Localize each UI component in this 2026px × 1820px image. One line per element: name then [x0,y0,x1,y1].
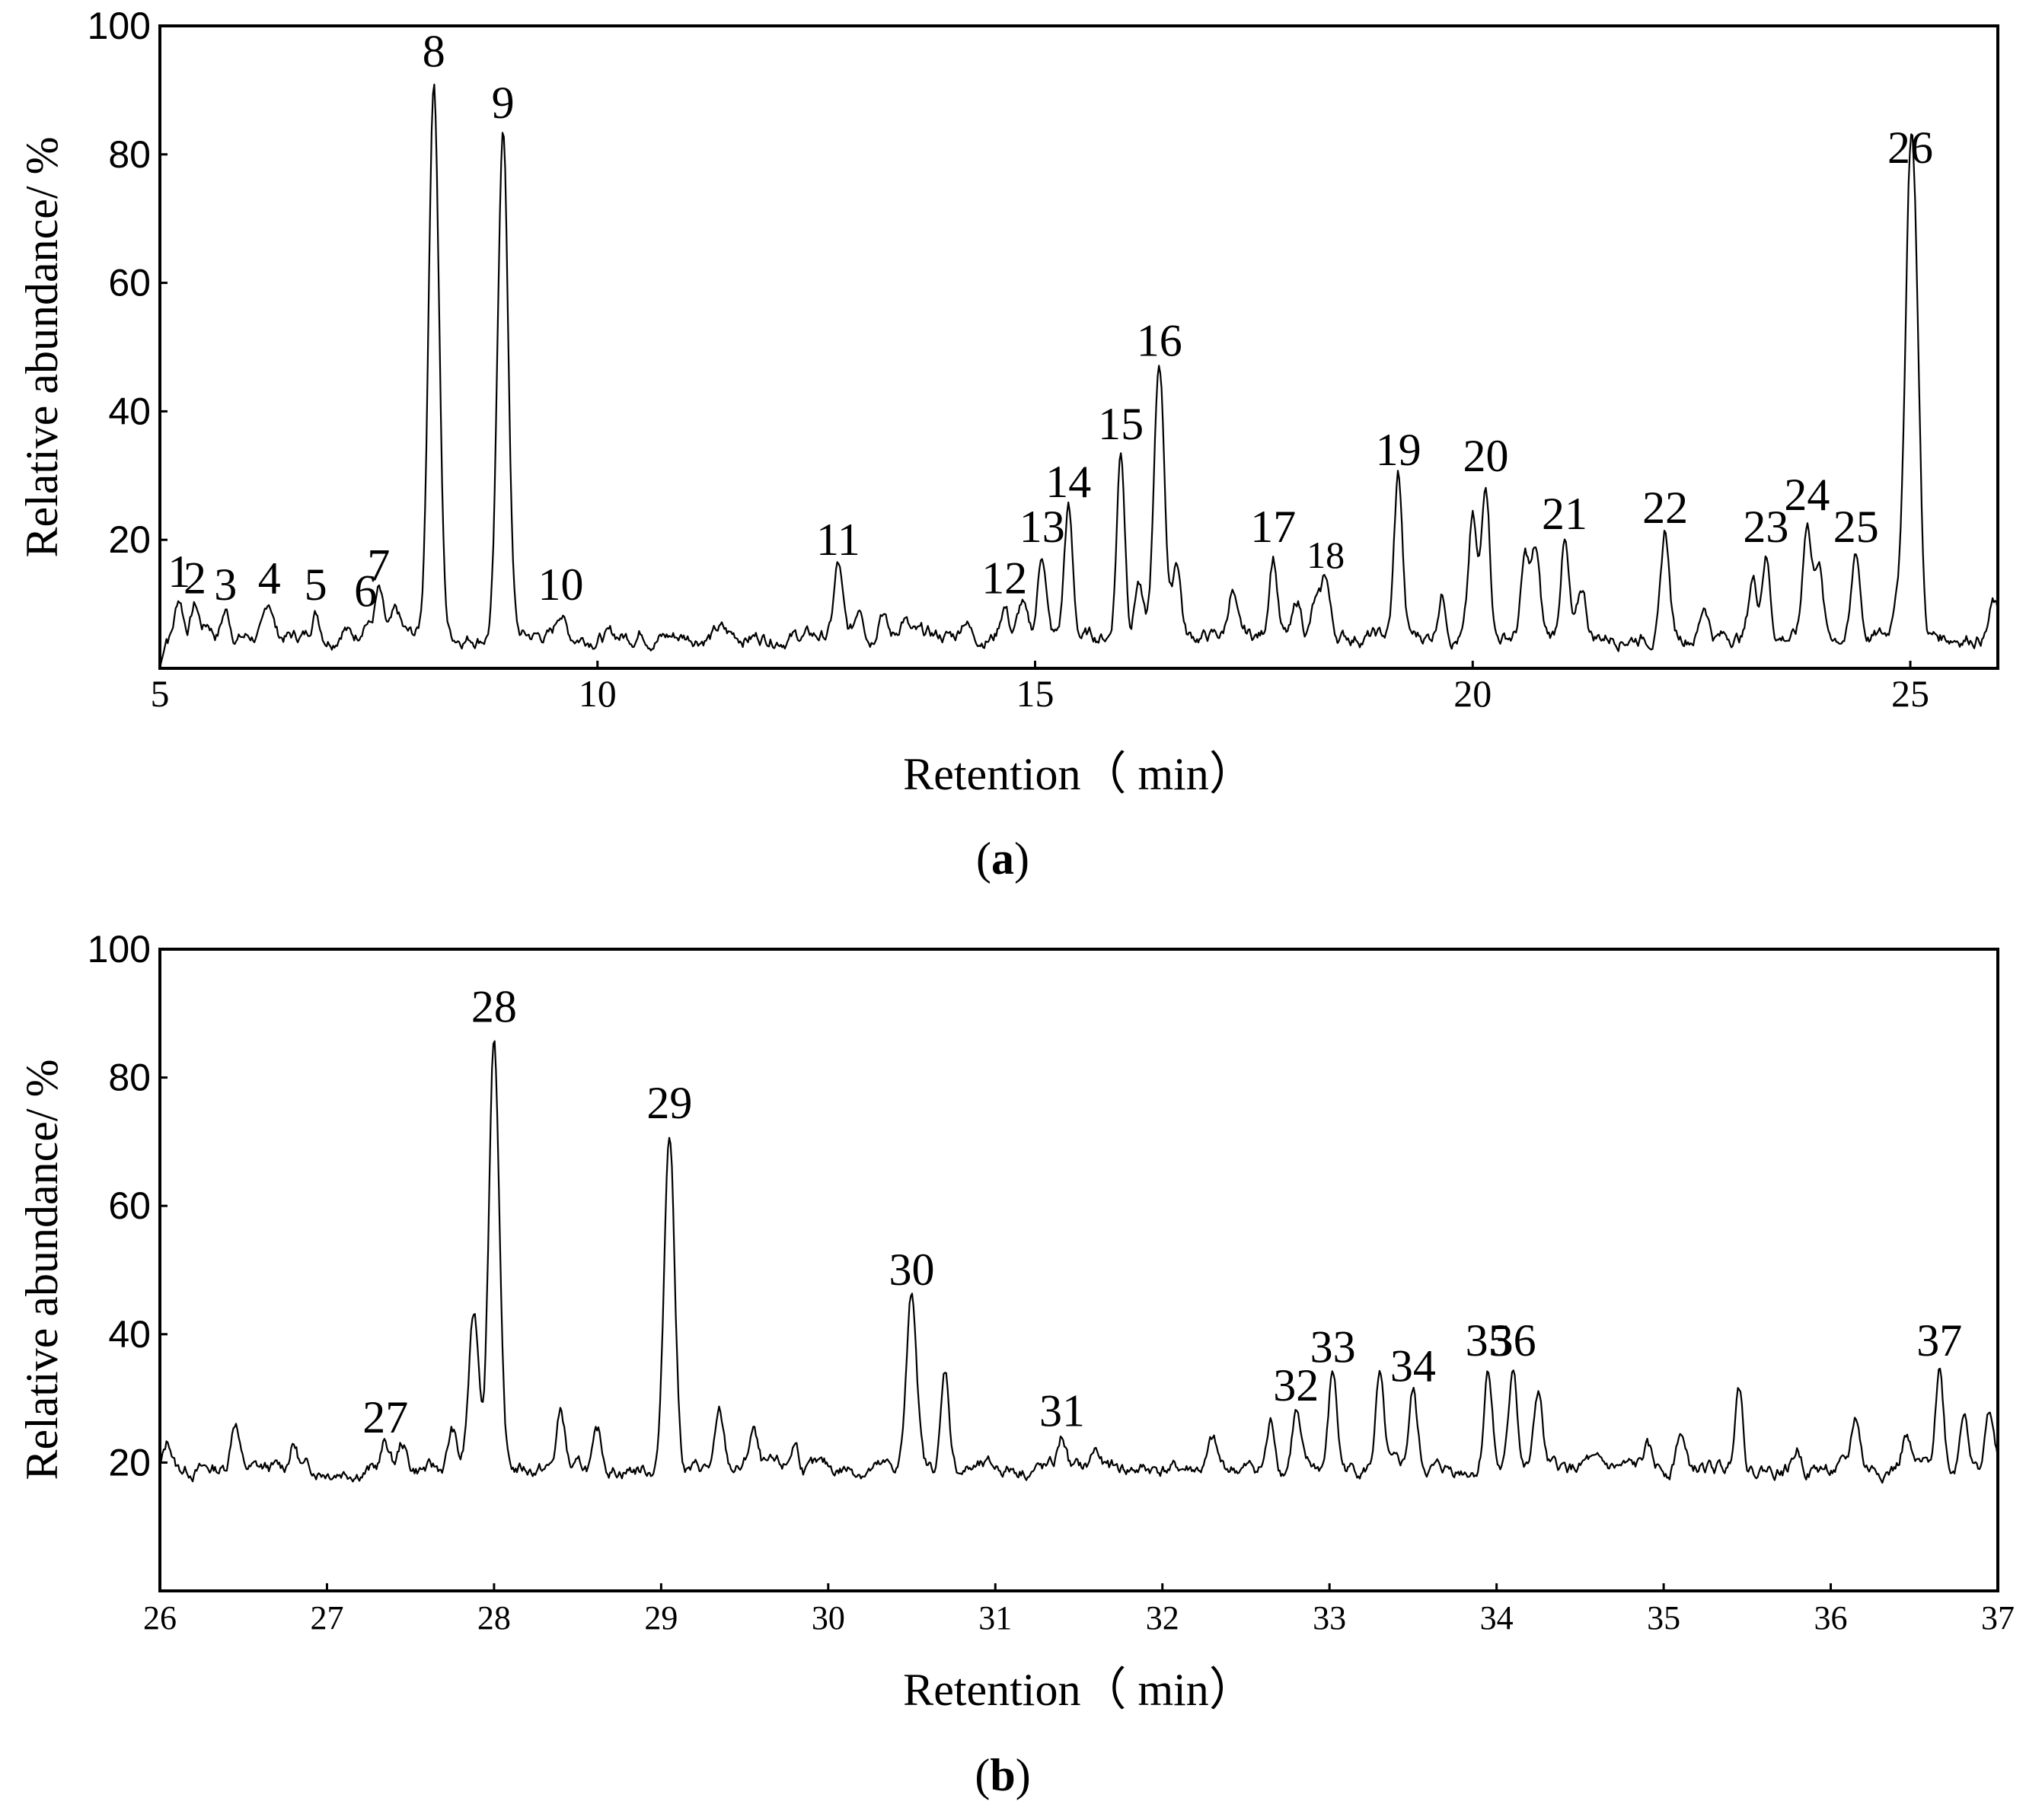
peak-label-29: 29 [646,1078,692,1128]
peak-label-36: 36 [1491,1315,1536,1366]
peak-label-28: 28 [471,982,517,1032]
peak-label-24: 24 [1784,470,1830,520]
peak-label-5: 5 [305,559,327,610]
panel-letter-b: b [990,1750,1015,1800]
x-tick-label-b-32: 32 [1146,1599,1179,1637]
x-tick-label-b-30: 30 [812,1599,845,1637]
x-tick-label-b-27: 27 [310,1599,343,1637]
x-axis-title-a: Retention（ min） [903,749,1255,799]
peak-label-1: 1 [168,547,190,597]
peak-label-9: 9 [492,78,515,128]
x-tick-label-b-29: 29 [644,1599,678,1637]
peak-label-37: 37 [1916,1315,1962,1366]
trace-a [158,83,1999,669]
peak-label-8: 8 [423,27,445,77]
y-tick-label-b-40: 40 [108,1313,151,1356]
peak-label-6: 6 [354,566,377,616]
peak-label-16: 16 [1137,315,1182,365]
trace-b [158,1040,1999,1484]
x-tick-label-b-26: 26 [143,1599,177,1637]
plot-b-frame [158,948,1999,1592]
panel-label-a: (a) [976,834,1029,884]
peak-label-26: 26 [1887,123,1933,173]
peak-label-35: 35 [1466,1315,1511,1366]
y-tick-label-a-80: 80 [108,133,151,176]
peak-label-21: 21 [1542,489,1587,539]
peak-label-20: 20 [1463,431,1509,481]
peak-label-18: 18 [1307,534,1345,576]
y-tick-label-b-60: 60 [108,1184,151,1227]
x-tick-label-a-10: 10 [579,672,617,715]
peak-label-31: 31 [1039,1386,1085,1436]
peak-label-14: 14 [1045,457,1091,507]
y-tick-label-b-80: 80 [108,1057,151,1099]
peak-label-27: 27 [362,1392,408,1442]
x-tick-label-b-28: 28 [477,1599,511,1637]
y-tick-label-a-40: 40 [108,390,151,432]
y-tick-label-b-20: 20 [108,1441,151,1484]
x-tick-label-a-25: 25 [1891,672,1929,715]
x-tick-label-b-36: 36 [1814,1599,1848,1637]
y-axis-title-a: Relative abundance/ % [17,136,67,557]
x-axis-title-b: Retention（ min） [903,1665,1255,1715]
peak-label-19: 19 [1376,425,1421,475]
panel-label-b: (b) [975,1750,1030,1800]
peak-label-3: 3 [214,559,237,610]
x-tick-label-b-35: 35 [1647,1599,1680,1637]
x-tick-label-b-34: 34 [1480,1599,1514,1637]
x-tick-label-a-15: 15 [1016,672,1054,715]
y-tick-label-a-60: 60 [108,262,151,304]
y-axis-title-b: Relative abundance/ % [17,1059,67,1480]
x-tick-label-b-33: 33 [1313,1599,1346,1637]
peak-label-17: 17 [1250,502,1296,552]
peak-label-4: 4 [258,553,281,604]
peak-label-30: 30 [889,1245,935,1295]
x-tick-label-b-31: 31 [978,1599,1012,1637]
peak-label-22: 22 [1642,483,1688,533]
x-tick-label-b-37: 37 [1981,1599,2015,1637]
peak-label-2: 2 [183,553,206,604]
peak-label-15: 15 [1098,399,1144,449]
peak-label-10: 10 [538,559,583,610]
y-tick-label-a-100: 100 [88,5,151,47]
peak-label-25: 25 [1833,502,1879,552]
peak-label-13: 13 [1019,502,1065,552]
x-tick-label-a-5: 5 [151,672,170,715]
peak-label-34: 34 [1390,1341,1436,1391]
panel-letter-a: a [991,834,1014,884]
peak-label-11: 11 [816,515,860,565]
peak-label-7: 7 [367,540,390,591]
peak-label-23: 23 [1743,502,1788,552]
y-tick-label-b-100: 100 [88,928,151,971]
y-tick-label-a-20: 20 [108,518,151,561]
x-tick-label-a-20: 20 [1453,672,1492,715]
peak-label-32: 32 [1273,1360,1319,1410]
peak-label-33: 33 [1310,1321,1356,1372]
plot-a-frame [158,24,1999,670]
peak-label-12: 12 [981,553,1027,604]
